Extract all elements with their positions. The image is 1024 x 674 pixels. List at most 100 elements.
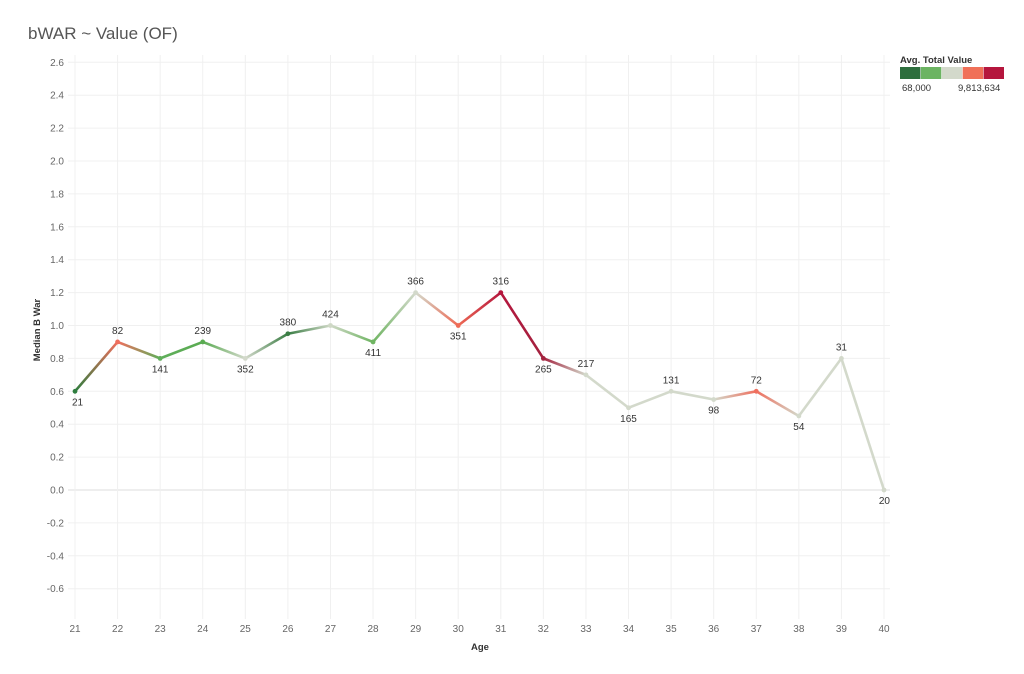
data-label: 165: [620, 414, 637, 425]
data-point[interactable]: [711, 397, 717, 402]
y-tick-label: 0.2: [50, 453, 64, 464]
y-tick-label: 1.0: [50, 321, 64, 332]
line-segment: [754, 389, 801, 418]
data-label: 141: [152, 364, 169, 375]
line-segments: [73, 291, 886, 492]
x-tick-label: 24: [197, 624, 209, 635]
x-tick-label: 36: [708, 624, 720, 635]
line-segment: [584, 373, 630, 410]
y-axis-title: Median B War: [32, 298, 43, 361]
data-label: 82: [112, 326, 124, 337]
legend-color-ramp: [900, 67, 1004, 79]
line-segment: [329, 324, 375, 344]
line-segment: [840, 357, 886, 492]
line-segment: [797, 357, 843, 418]
data-labels: 21 82 141 239 352 380 424 411 366 351 316 265 217 165…: [72, 277, 890, 507]
data-point[interactable]: [115, 339, 120, 345]
x-tick-label: 27: [325, 624, 337, 635]
legend-max-label: 9,813,634: [958, 83, 1001, 94]
data-point[interactable]: [72, 388, 78, 394]
data-point[interactable]: [157, 356, 163, 361]
data-label: 424: [322, 310, 339, 321]
line-segment: [414, 291, 460, 327]
data-label: 98: [708, 406, 720, 417]
data-label: 351: [450, 332, 467, 343]
y-tick-label: 2.0: [50, 157, 64, 168]
data-point[interactable]: [626, 405, 631, 411]
legend-swatch: [920, 67, 942, 79]
data-label: 380: [280, 318, 297, 329]
legend-swatch: [962, 67, 984, 79]
x-tick-label: 22: [112, 624, 124, 635]
line-segment: [201, 340, 247, 360]
data-label: 131: [663, 375, 680, 386]
legend-swatch: [900, 67, 921, 79]
y-tick-label: 2.6: [50, 58, 64, 69]
legend-title: Avg. Total Value: [900, 55, 973, 66]
data-point[interactable]: [200, 339, 206, 345]
x-tick-label: 28: [367, 624, 379, 635]
x-tick-label: 32: [538, 624, 550, 635]
legend-swatch: [983, 67, 1004, 79]
data-point[interactable]: [455, 323, 461, 328]
data-label: 217: [578, 359, 595, 370]
x-tick-label: 31: [495, 624, 507, 635]
line-segment: [499, 291, 545, 360]
y-tick-label: -0.4: [47, 551, 65, 562]
data-label: 72: [751, 375, 763, 386]
data-label: 366: [407, 277, 424, 288]
x-tick-label: 25: [240, 624, 252, 635]
y-axis-ticks: 2.6 2.4 2.2 2.0 1.8 1.6 1.4 1.2 1.0 0.8 0.6 0.4 0.2 0…: [47, 58, 65, 595]
y-tick-label: 2.4: [50, 91, 64, 102]
legend-min-label: 68,000: [902, 83, 932, 94]
line-segment: [73, 340, 119, 393]
data-point[interactable]: [370, 339, 376, 345]
chart-title: bWAR ~ Value (OF): [28, 24, 178, 43]
data-label: 316: [492, 277, 509, 288]
data-point[interactable]: [242, 356, 248, 361]
data-point[interactable]: [540, 356, 546, 361]
data-label: 31: [836, 342, 848, 353]
y-tick-label: 0.0: [50, 486, 64, 497]
x-tick-label: 23: [155, 624, 167, 635]
x-tick-label: 26: [282, 624, 294, 635]
x-tick-label: 21: [69, 624, 81, 635]
data-label: 54: [793, 422, 805, 433]
x-tick-label: 37: [751, 624, 763, 635]
data-point[interactable]: [796, 413, 802, 419]
data-point[interactable]: [753, 388, 759, 394]
data-label: 21: [72, 397, 84, 408]
data-label: 265: [535, 364, 552, 375]
line-segment: [627, 389, 673, 410]
x-tick-label: 30: [453, 624, 465, 635]
x-tick-label: 39: [836, 624, 848, 635]
y-tick-label: 0.4: [50, 420, 64, 431]
x-tick-label: 35: [666, 624, 678, 635]
y-tick-label: 1.6: [50, 222, 64, 233]
y-tick-label: 2.2: [50, 124, 64, 135]
data-point[interactable]: [328, 323, 333, 328]
data-point[interactable]: [285, 331, 291, 337]
data-label: 239: [194, 326, 211, 337]
line-segment: [712, 389, 758, 401]
line-segment: [158, 340, 205, 360]
line-segment: [542, 357, 588, 377]
data-point[interactable]: [498, 290, 504, 295]
data-point[interactable]: [881, 487, 887, 493]
y-tick-label: 1.2: [50, 288, 64, 299]
data-label: 411: [365, 348, 381, 359]
data-point[interactable]: [839, 356, 844, 361]
x-axis-ticks: 21 22 23 24 25 26 27 28 29 30 31 32 33 34 35 36 37 38 39 40: [69, 624, 890, 635]
data-point[interactable]: [413, 290, 419, 295]
y-tick-label: 0.8: [50, 354, 64, 365]
x-axis-title: Age: [471, 642, 489, 653]
y-tick-label: -0.2: [47, 518, 65, 529]
data-point[interactable]: [668, 388, 674, 394]
y-tick-label: 1.8: [50, 189, 64, 200]
x-tick-label: 29: [410, 624, 422, 635]
x-tick-label: 33: [580, 624, 592, 635]
data-point[interactable]: [583, 372, 589, 378]
line-segment: [371, 291, 417, 344]
data-points: [72, 290, 887, 493]
